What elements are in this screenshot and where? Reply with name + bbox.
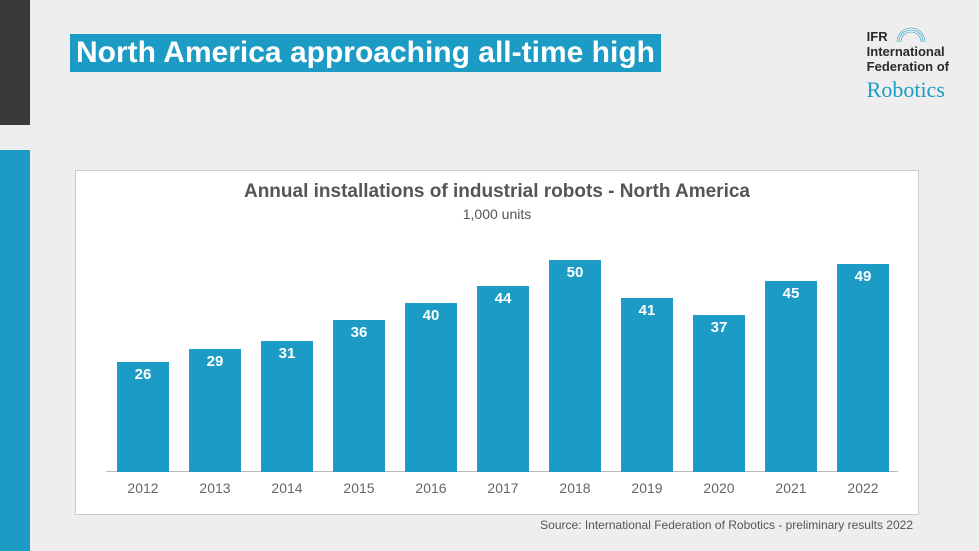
- chart-card: Annual installations of industrial robot…: [75, 170, 919, 515]
- logo-line-3: Federation of: [867, 60, 949, 75]
- bar: 44: [477, 286, 529, 472]
- bar: 50: [549, 260, 601, 472]
- bar-value-label: 44: [477, 290, 529, 307]
- bar-value-label: 26: [117, 366, 169, 383]
- chart-title: Annual installations of industrial robot…: [76, 181, 918, 203]
- bar: 49: [837, 264, 889, 472]
- bar-category-label: 2013: [179, 480, 251, 496]
- bar-value-label: 50: [549, 264, 601, 281]
- chart-subtitle: 1,000 units: [76, 206, 918, 222]
- bar: 36: [333, 320, 385, 473]
- bar-category-label: 2016: [395, 480, 467, 496]
- bar-value-label: 37: [693, 319, 745, 336]
- bar: 29: [189, 349, 241, 472]
- chart-plot-area: 2620122920133120143620154020164420175020…: [106, 241, 898, 472]
- bar-category-label: 2020: [683, 480, 755, 496]
- bar: 31: [261, 341, 313, 472]
- bar: 40: [405, 303, 457, 472]
- left-accent-blue: [0, 150, 30, 551]
- bar-value-label: 29: [189, 353, 241, 370]
- bar-value-label: 45: [765, 285, 817, 302]
- left-accent-dark: [0, 0, 30, 125]
- bar-category-label: 2019: [611, 480, 683, 496]
- bar-category-label: 2012: [107, 480, 179, 496]
- source-text: Source: International Federation of Robo…: [75, 518, 919, 532]
- bar-value-label: 41: [621, 302, 673, 319]
- bar-value-label: 31: [261, 345, 313, 362]
- logo-arc-icon: [895, 26, 927, 44]
- logo-script: Robotics: [867, 77, 949, 102]
- bar-value-label: 49: [837, 268, 889, 285]
- bar-value-label: 40: [405, 307, 457, 324]
- bar-category-label: 2017: [467, 480, 539, 496]
- bar: 45: [765, 281, 817, 472]
- page-title: North America approaching all-time high: [70, 34, 661, 72]
- logo-line-2: International: [867, 45, 949, 60]
- bar: 37: [693, 315, 745, 472]
- bar-category-label: 2018: [539, 480, 611, 496]
- bar-category-label: 2021: [755, 480, 827, 496]
- bar-category-label: 2022: [827, 480, 899, 496]
- bar-category-label: 2015: [323, 480, 395, 496]
- bar-category-label: 2014: [251, 480, 323, 496]
- bar-value-label: 36: [333, 324, 385, 341]
- ifr-logo: IFR International Federation of Robotics: [867, 30, 949, 102]
- bar: 41: [621, 298, 673, 472]
- bar: 26: [117, 362, 169, 472]
